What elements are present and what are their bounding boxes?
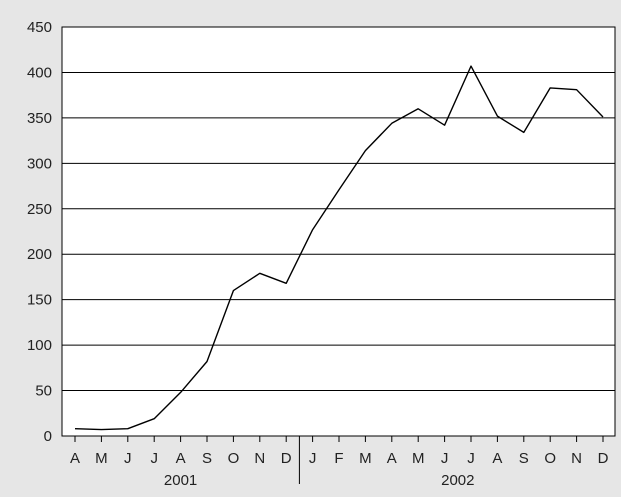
y-tick-label: 100 — [27, 337, 52, 354]
year-label: 2001 — [164, 472, 197, 489]
y-tick-label: 0 — [44, 428, 52, 445]
x-tick-label: J — [467, 450, 475, 467]
x-tick-label: O — [228, 450, 240, 467]
x-tick-label: M — [359, 450, 372, 467]
x-tick-label: S — [202, 450, 212, 467]
series-line — [74, 65, 604, 431]
x-tick-label: A — [176, 450, 186, 467]
x-tick-label: F — [334, 450, 343, 467]
x-tick-label: M — [95, 450, 108, 467]
x-tick-label: A — [387, 450, 397, 467]
y-tick-label: 250 — [27, 201, 52, 218]
x-tick-label: N — [571, 450, 582, 467]
y-tick-label: 150 — [27, 292, 52, 309]
x-tick-label: A — [70, 450, 80, 467]
y-tick-label: 350 — [27, 110, 52, 127]
x-tick-label: M — [412, 450, 425, 467]
x-tick-label: J — [309, 450, 317, 467]
y-axis: 0 50 100 150 200 250 300 350 400 450 — [27, 19, 52, 445]
x-tick-label: J — [441, 450, 449, 467]
x-tick-label: O — [544, 450, 556, 467]
x-tick-label: J — [150, 450, 158, 467]
x-tick-label: D — [281, 450, 292, 467]
x-tick-label: S — [519, 450, 529, 467]
x-tick-label: J — [124, 450, 132, 467]
plot-border — [61, 26, 616, 437]
x-tick-label: A — [492, 450, 502, 467]
year-label: 2002 — [441, 472, 474, 489]
y-tick-label: 50 — [35, 383, 52, 400]
gridlines — [62, 71, 615, 392]
y-tick-label: 450 — [27, 19, 52, 36]
x-tick-label: D — [598, 450, 609, 467]
y-tick-label: 400 — [27, 64, 52, 81]
series-group — [74, 65, 604, 431]
x-tick-label: N — [254, 450, 265, 467]
plot-area — [62, 27, 615, 436]
y-tick-label: 300 — [27, 155, 52, 172]
y-tick-label: 200 — [27, 246, 52, 263]
